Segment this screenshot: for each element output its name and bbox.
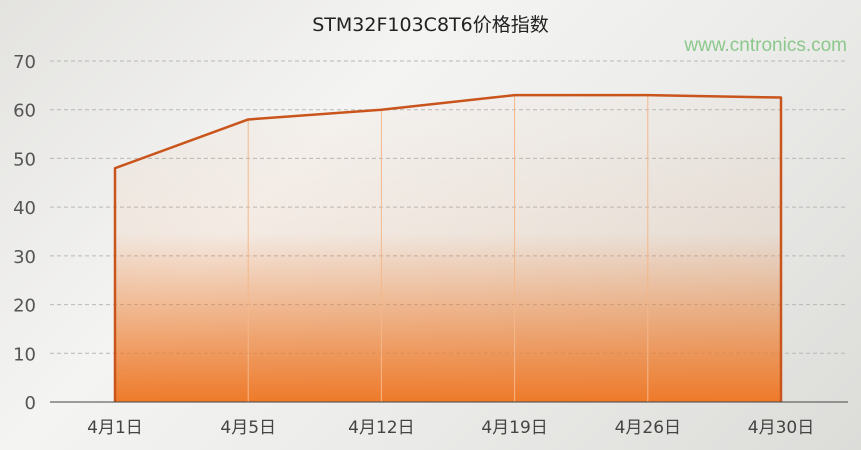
- x-tick-label: 4月12日: [348, 418, 414, 438]
- data-point: [247, 118, 250, 121]
- x-tick-label: 4月19日: [481, 418, 547, 438]
- y-tick-label: 50: [13, 149, 36, 170]
- series-line: [113, 93, 783, 402]
- x-tick-label: 4月26日: [615, 418, 681, 438]
- y-tick-label: 60: [13, 101, 36, 122]
- data-point: [380, 108, 383, 111]
- y-tick-label: 30: [13, 247, 36, 268]
- y-tick-label: 20: [13, 296, 36, 317]
- x-tick-label: 4月1日: [87, 418, 143, 438]
- area-fill: [115, 95, 781, 402]
- data-point: [114, 167, 116, 170]
- x-tick-label: 4月5日: [220, 418, 276, 438]
- watermark: www.cntronics.com: [684, 35, 847, 56]
- y-tick-label: 70: [13, 52, 36, 73]
- x-tick-label: 4月30日: [748, 418, 814, 438]
- y-tick-label: 40: [13, 198, 36, 219]
- y-tick-label: 10: [13, 344, 36, 365]
- y-tick-label: 0: [25, 393, 36, 414]
- chart-title: STM32F103C8T6价格指数: [312, 14, 549, 36]
- data-point: [780, 96, 782, 99]
- data-point: [646, 94, 649, 97]
- data-point: [513, 94, 516, 97]
